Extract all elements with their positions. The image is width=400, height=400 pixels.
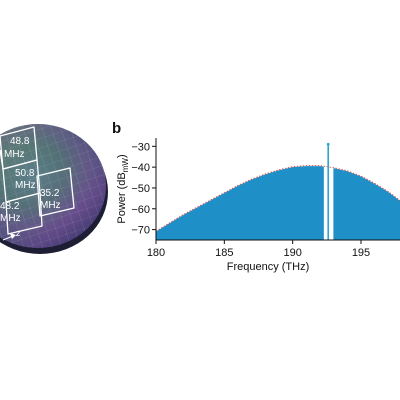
- panel-b-label: b: [112, 120, 121, 137]
- cell-4-unit: MHz: [0, 213, 21, 224]
- y-tick-label--40: −40: [131, 162, 150, 174]
- y-tick-label--70: −70: [131, 225, 150, 237]
- y-tick-label--30: −30: [131, 141, 150, 153]
- spectrum-trace: [155, 166, 400, 240]
- cell-labels: 48.8 MHz 50.8 MHz 35.2 MHz 48.2 MHz: [0, 136, 61, 224]
- cell-3-value: 35.2: [40, 188, 60, 199]
- wafer-photo: 48.8 MHz 50.8 MHz 35.2 MHz 48.2 MHz z: [0, 124, 108, 254]
- cell-outline-3: [36, 167, 75, 217]
- x-tick-label-180: 180: [147, 247, 165, 259]
- chart-axes: 180 185 190 195 −30 −40 −50 −60 −70: [131, 138, 400, 259]
- x-tick-label-190: 190: [283, 247, 301, 259]
- x-tick-label-195: 195: [352, 247, 370, 259]
- cell-2-value: 50.8: [15, 168, 35, 179]
- y-axis-label: Power (dBmW): [116, 154, 130, 223]
- plot-marks: [155, 142, 400, 240]
- z-axis-arrow: z: [2, 228, 21, 241]
- cell-1-unit: MHz: [4, 149, 25, 160]
- cell-2-unit: MHz: [15, 180, 36, 191]
- cell-outline-4: [5, 192, 43, 235]
- chip-cell-outlines: [0, 126, 75, 235]
- cell-1-value: 48.8: [10, 136, 30, 147]
- pump-peak: [326, 142, 330, 146]
- z-axis-label: z: [15, 228, 21, 238]
- x-axis-label: Frequency (THz): [227, 261, 310, 273]
- y-tick-label--60: −60: [131, 204, 150, 216]
- x-tick-label-185: 185: [215, 247, 233, 259]
- wafer-die-grid: [0, 124, 106, 248]
- cell-3-unit: MHz: [40, 200, 61, 211]
- spectrum-chart: 180 185 190 195 −30 −40 −50 −60 −70 Power (dBmW)…: [116, 138, 400, 273]
- cell-outline-5: [0, 149, 4, 170]
- spectrum-comb-lines: [155, 166, 400, 240]
- cell-4-value: 48.2: [0, 201, 20, 212]
- y-tick-label--50: −50: [131, 183, 150, 195]
